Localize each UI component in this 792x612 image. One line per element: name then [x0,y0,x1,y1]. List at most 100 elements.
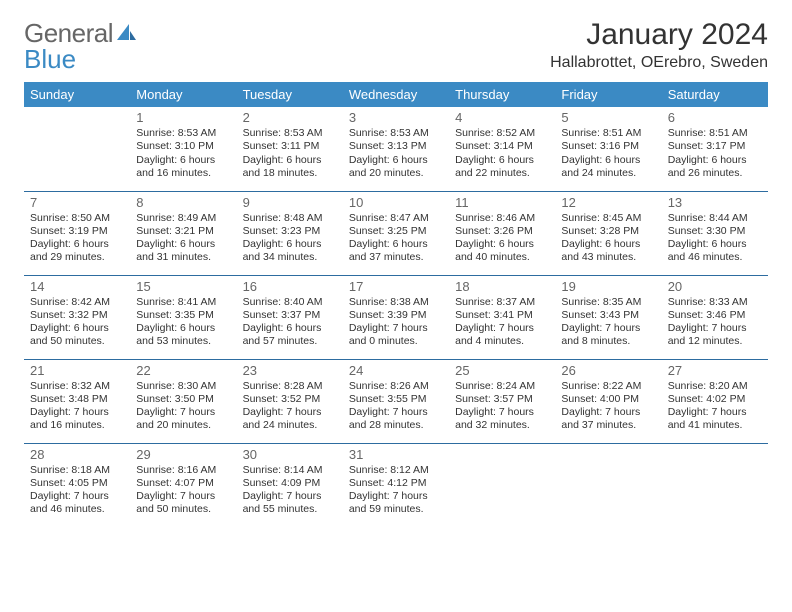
week-row: 1Sunrise: 8:53 AMSunset: 3:10 PMDaylight… [24,107,768,191]
sunrise-text: Sunrise: 8:16 AM [136,464,230,477]
daylight-text: Daylight: 6 hours [455,154,549,167]
daylight-text: and 37 minutes. [561,419,655,432]
day-cell [662,443,768,527]
day-cell: 15Sunrise: 8:41 AMSunset: 3:35 PMDayligh… [130,275,236,359]
daylight-text: and 24 minutes. [243,419,337,432]
day-number: 10 [349,195,443,211]
daylight-text: Daylight: 6 hours [455,238,549,251]
day-header: Friday [555,82,661,107]
day-number: 17 [349,279,443,295]
day-cell: 5Sunrise: 8:51 AMSunset: 3:16 PMDaylight… [555,107,661,191]
day-cell: 8Sunrise: 8:49 AMSunset: 3:21 PMDaylight… [130,191,236,275]
brand-text-2-wrap: Blue [24,44,76,75]
day-number: 8 [136,195,230,211]
day-number: 1 [136,110,230,126]
daylight-text: Daylight: 6 hours [561,238,655,251]
daylight-text: and 16 minutes. [136,167,230,180]
day-header: Saturday [662,82,768,107]
daylight-text: Daylight: 7 hours [243,406,337,419]
daylight-text: Daylight: 6 hours [136,238,230,251]
daylight-text: and 53 minutes. [136,335,230,348]
day-cell: 6Sunrise: 8:51 AMSunset: 3:17 PMDaylight… [662,107,768,191]
day-number: 9 [243,195,337,211]
month-title: January 2024 [550,18,768,52]
sunset-text: Sunset: 3:39 PM [349,309,443,322]
day-cell: 27Sunrise: 8:20 AMSunset: 4:02 PMDayligh… [662,359,768,443]
day-cell: 22Sunrise: 8:30 AMSunset: 3:50 PMDayligh… [130,359,236,443]
sunset-text: Sunset: 3:26 PM [455,225,549,238]
sunset-text: Sunset: 3:13 PM [349,140,443,153]
sunrise-text: Sunrise: 8:22 AM [561,380,655,393]
daylight-text: and 40 minutes. [455,251,549,264]
day-cell: 26Sunrise: 8:22 AMSunset: 4:00 PMDayligh… [555,359,661,443]
day-number: 29 [136,447,230,463]
day-number: 14 [30,279,124,295]
day-header: Wednesday [343,82,449,107]
day-number: 3 [349,110,443,126]
day-cell [449,443,555,527]
title-block: January 2024 Hallabrottet, OErebro, Swed… [550,18,768,72]
sunset-text: Sunset: 3:37 PM [243,309,337,322]
day-number: 22 [136,363,230,379]
sunrise-text: Sunrise: 8:49 AM [136,212,230,225]
day-number: 27 [668,363,762,379]
daylight-text: Daylight: 7 hours [668,406,762,419]
sunset-text: Sunset: 3:28 PM [561,225,655,238]
sunset-text: Sunset: 3:35 PM [136,309,230,322]
sunset-text: Sunset: 3:41 PM [455,309,549,322]
daylight-text: Daylight: 6 hours [668,154,762,167]
daylight-text: Daylight: 7 hours [561,406,655,419]
day-cell: 9Sunrise: 8:48 AMSunset: 3:23 PMDaylight… [237,191,343,275]
sunrise-text: Sunrise: 8:28 AM [243,380,337,393]
day-cell: 1Sunrise: 8:53 AMSunset: 3:10 PMDaylight… [130,107,236,191]
day-number: 7 [30,195,124,211]
daylight-text: Daylight: 6 hours [349,154,443,167]
day-number: 18 [455,279,549,295]
day-cell: 14Sunrise: 8:42 AMSunset: 3:32 PMDayligh… [24,275,130,359]
day-cell: 31Sunrise: 8:12 AMSunset: 4:12 PMDayligh… [343,443,449,527]
week-row: 14Sunrise: 8:42 AMSunset: 3:32 PMDayligh… [24,275,768,359]
day-cell: 23Sunrise: 8:28 AMSunset: 3:52 PMDayligh… [237,359,343,443]
sunrise-text: Sunrise: 8:52 AM [455,127,549,140]
day-cell: 18Sunrise: 8:37 AMSunset: 3:41 PMDayligh… [449,275,555,359]
daylight-text: Daylight: 6 hours [561,154,655,167]
daylight-text: and 32 minutes. [455,419,549,432]
sunrise-text: Sunrise: 8:46 AM [455,212,549,225]
day-cell: 10Sunrise: 8:47 AMSunset: 3:25 PMDayligh… [343,191,449,275]
day-cell: 13Sunrise: 8:44 AMSunset: 3:30 PMDayligh… [662,191,768,275]
day-number: 5 [561,110,655,126]
daylight-text: Daylight: 6 hours [136,154,230,167]
daylight-text: and 46 minutes. [668,251,762,264]
day-header: Tuesday [237,82,343,107]
day-number: 28 [30,447,124,463]
sunset-text: Sunset: 4:07 PM [136,477,230,490]
day-cell: 19Sunrise: 8:35 AMSunset: 3:43 PMDayligh… [555,275,661,359]
day-cell [24,107,130,191]
day-cell: 28Sunrise: 8:18 AMSunset: 4:05 PMDayligh… [24,443,130,527]
day-cell: 12Sunrise: 8:45 AMSunset: 3:28 PMDayligh… [555,191,661,275]
sunrise-text: Sunrise: 8:32 AM [30,380,124,393]
week-row: 28Sunrise: 8:18 AMSunset: 4:05 PMDayligh… [24,443,768,527]
daylight-text: and 22 minutes. [455,167,549,180]
daylight-text: Daylight: 7 hours [30,406,124,419]
sunrise-text: Sunrise: 8:14 AM [243,464,337,477]
sunrise-text: Sunrise: 8:40 AM [243,296,337,309]
sunset-text: Sunset: 3:21 PM [136,225,230,238]
daylight-text: Daylight: 7 hours [136,490,230,503]
daylight-text: Daylight: 7 hours [561,322,655,335]
day-cell: 24Sunrise: 8:26 AMSunset: 3:55 PMDayligh… [343,359,449,443]
daylight-text: Daylight: 7 hours [243,490,337,503]
daylight-text: and 37 minutes. [349,251,443,264]
daylight-text: Daylight: 7 hours [668,322,762,335]
daylight-text: and 31 minutes. [136,251,230,264]
sunset-text: Sunset: 3:16 PM [561,140,655,153]
sunrise-text: Sunrise: 8:24 AM [455,380,549,393]
day-header: Sunday [24,82,130,107]
daylight-text: and 34 minutes. [243,251,337,264]
daylight-text: and 55 minutes. [243,503,337,516]
sunset-text: Sunset: 3:52 PM [243,393,337,406]
daylight-text: Daylight: 6 hours [668,238,762,251]
header: General January 2024 Hallabrottet, OEreb… [24,18,768,72]
daylight-text: Daylight: 7 hours [455,322,549,335]
day-number: 11 [455,195,549,211]
